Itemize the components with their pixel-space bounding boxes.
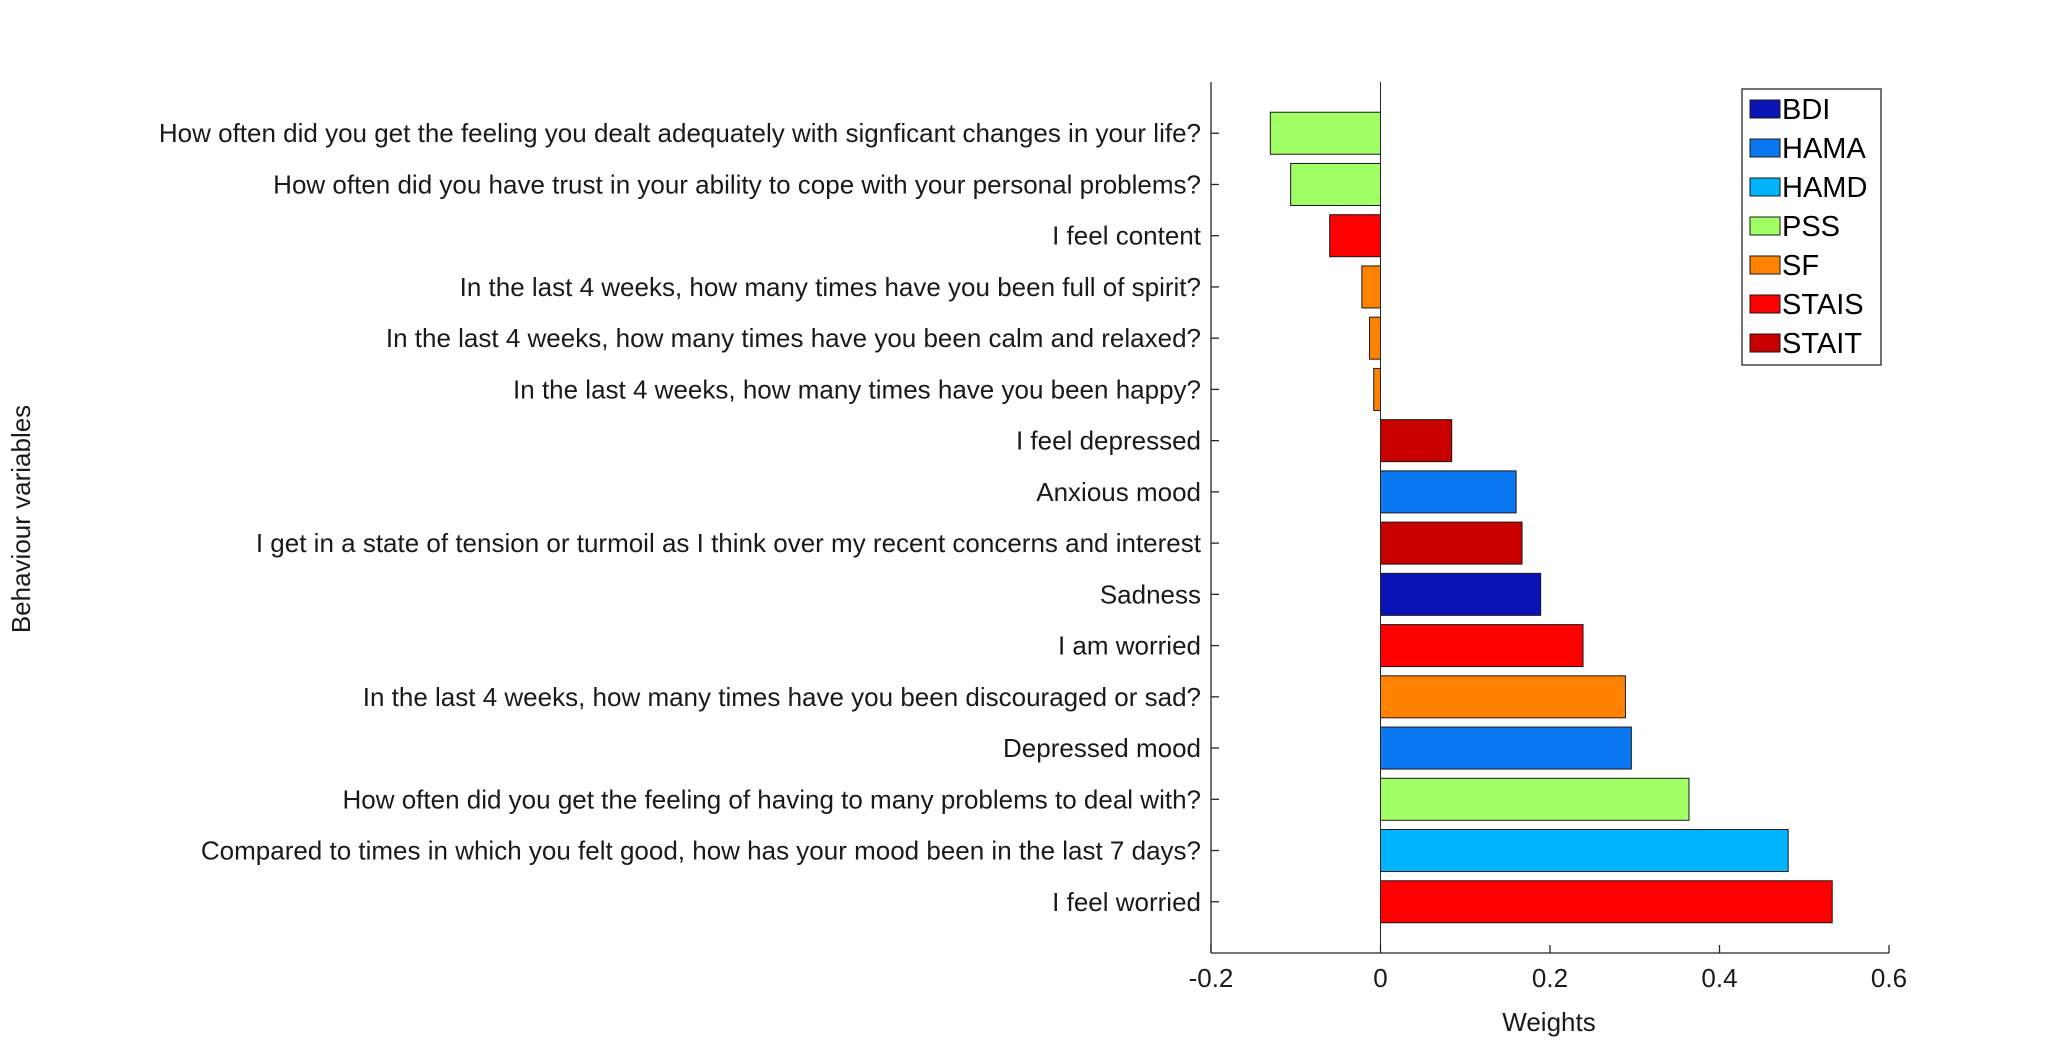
- legend-label: HAMD: [1782, 172, 1867, 204]
- y-tick-label: In the last 4 weeks, how many times have…: [460, 272, 1201, 302]
- legend-swatch: [1749, 216, 1781, 236]
- legend-items: BDI HAMA HAMD PSS SF STAIS STAIT: [1749, 94, 1867, 360]
- legend-label: STAIT: [1782, 328, 1862, 360]
- x-tick-label: 0: [1373, 963, 1387, 993]
- y-tick-label: In the last 4 weeks, how many times have…: [386, 323, 1201, 353]
- bar: [1380, 419, 1453, 463]
- bar: [1373, 367, 1381, 411]
- legend-swatch: [1749, 177, 1781, 197]
- legend-swatch: [1749, 255, 1781, 275]
- bar: [1329, 214, 1382, 258]
- y-tick-label: Sadness: [1100, 579, 1201, 609]
- bar: [1361, 265, 1381, 309]
- bar: [1269, 111, 1381, 155]
- x-tick-label: 0.2: [1532, 963, 1568, 993]
- bar: [1380, 777, 1690, 821]
- legend: BDI HAMA HAMD PSS SF STAIS STAIT: [1741, 88, 1882, 366]
- y-tick-label: Depressed mood: [1003, 733, 1201, 763]
- y-axis-label: Behaviour variables: [6, 405, 36, 633]
- y-tick-label: In the last 4 weeks, how many times have…: [513, 374, 1201, 404]
- y-tick-label: I am worried: [1058, 631, 1201, 661]
- x-tick-label: 0.6: [1871, 963, 1907, 993]
- y-tick-label: Compared to times in which you felt good…: [201, 836, 1201, 866]
- y-tick-label: How often did you get the feeling you de…: [159, 118, 1201, 148]
- bar: [1380, 829, 1789, 873]
- bar: [1380, 880, 1833, 924]
- y-tick-label: How often did you have trust in your abi…: [273, 169, 1201, 199]
- legend-label: STAIS: [1782, 289, 1864, 321]
- bars-layer: [1269, 111, 1833, 924]
- x-tick-label: 0.4: [1701, 963, 1737, 993]
- bar: [1380, 726, 1632, 770]
- y-tick-label: How often did you get the feeling of hav…: [342, 784, 1201, 814]
- bar: [1380, 470, 1517, 514]
- y-tick-label: I get in a state of tension or turmoil a…: [256, 528, 1202, 558]
- bar: [1380, 521, 1523, 565]
- x-ticks-layer: -0.2 0 0.2 0.4 0.6: [1189, 945, 1907, 993]
- category-labels-layer: How often did you get the feeling you de…: [159, 118, 1202, 917]
- y-tick-label: I feel worried: [1052, 887, 1201, 917]
- bar: [1290, 162, 1382, 206]
- legend-label: BDI: [1782, 94, 1830, 126]
- x-axis-label: Weights: [1502, 1007, 1595, 1037]
- y-tick-label: I feel depressed: [1016, 426, 1201, 456]
- y-tick-label: I feel content: [1052, 221, 1202, 251]
- bar: [1368, 316, 1382, 360]
- legend-swatch: [1749, 99, 1781, 119]
- legend-swatch: [1749, 138, 1781, 158]
- bar: [1380, 572, 1542, 616]
- y-tick-label: Anxious mood: [1036, 477, 1201, 507]
- legend-label: SF: [1782, 250, 1819, 282]
- bar: [1380, 675, 1626, 719]
- legend-label: HAMA: [1782, 133, 1866, 165]
- x-tick-label: -0.2: [1189, 963, 1234, 993]
- bar: [1380, 624, 1584, 668]
- y-ticks-layer: [1211, 132, 1219, 903]
- legend-swatch: [1749, 333, 1781, 353]
- y-tick-label: In the last 4 weeks, how many times have…: [363, 682, 1201, 712]
- legend-label: PSS: [1782, 211, 1840, 243]
- legend-swatch: [1749, 294, 1781, 314]
